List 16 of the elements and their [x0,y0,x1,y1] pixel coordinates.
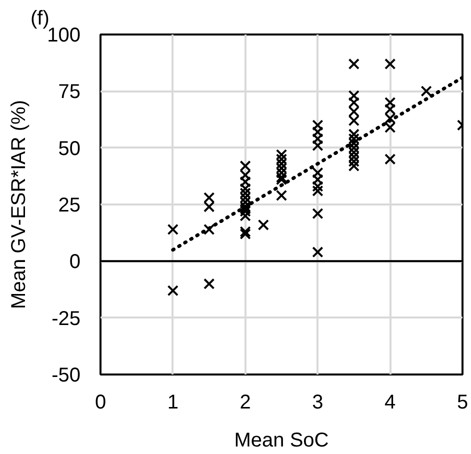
y-tick-label: 75 [58,81,81,104]
x-tick-label: 4 [384,392,396,414]
x-tick-label: 5 [456,392,468,414]
y-axis-title: Mean GV-ESR*IAR (%) [8,100,30,309]
y-tick-label: 0 [69,251,80,274]
x-tick-label: 2 [240,392,251,414]
y-tick-label: -50 [52,364,80,386]
x-tick-label: 3 [312,392,324,414]
y-tick-label: 50 [58,138,81,160]
y-tick-label: -25 [52,308,80,330]
x-axis-title: Mean SoC [234,430,329,452]
chart-title: (f) [30,8,50,30]
x-tick-label: 0 [94,392,106,414]
y-tick-label: 25 [58,194,81,216]
x-tick-label: 1 [167,392,178,414]
y-tick-label: 100 [47,24,81,46]
